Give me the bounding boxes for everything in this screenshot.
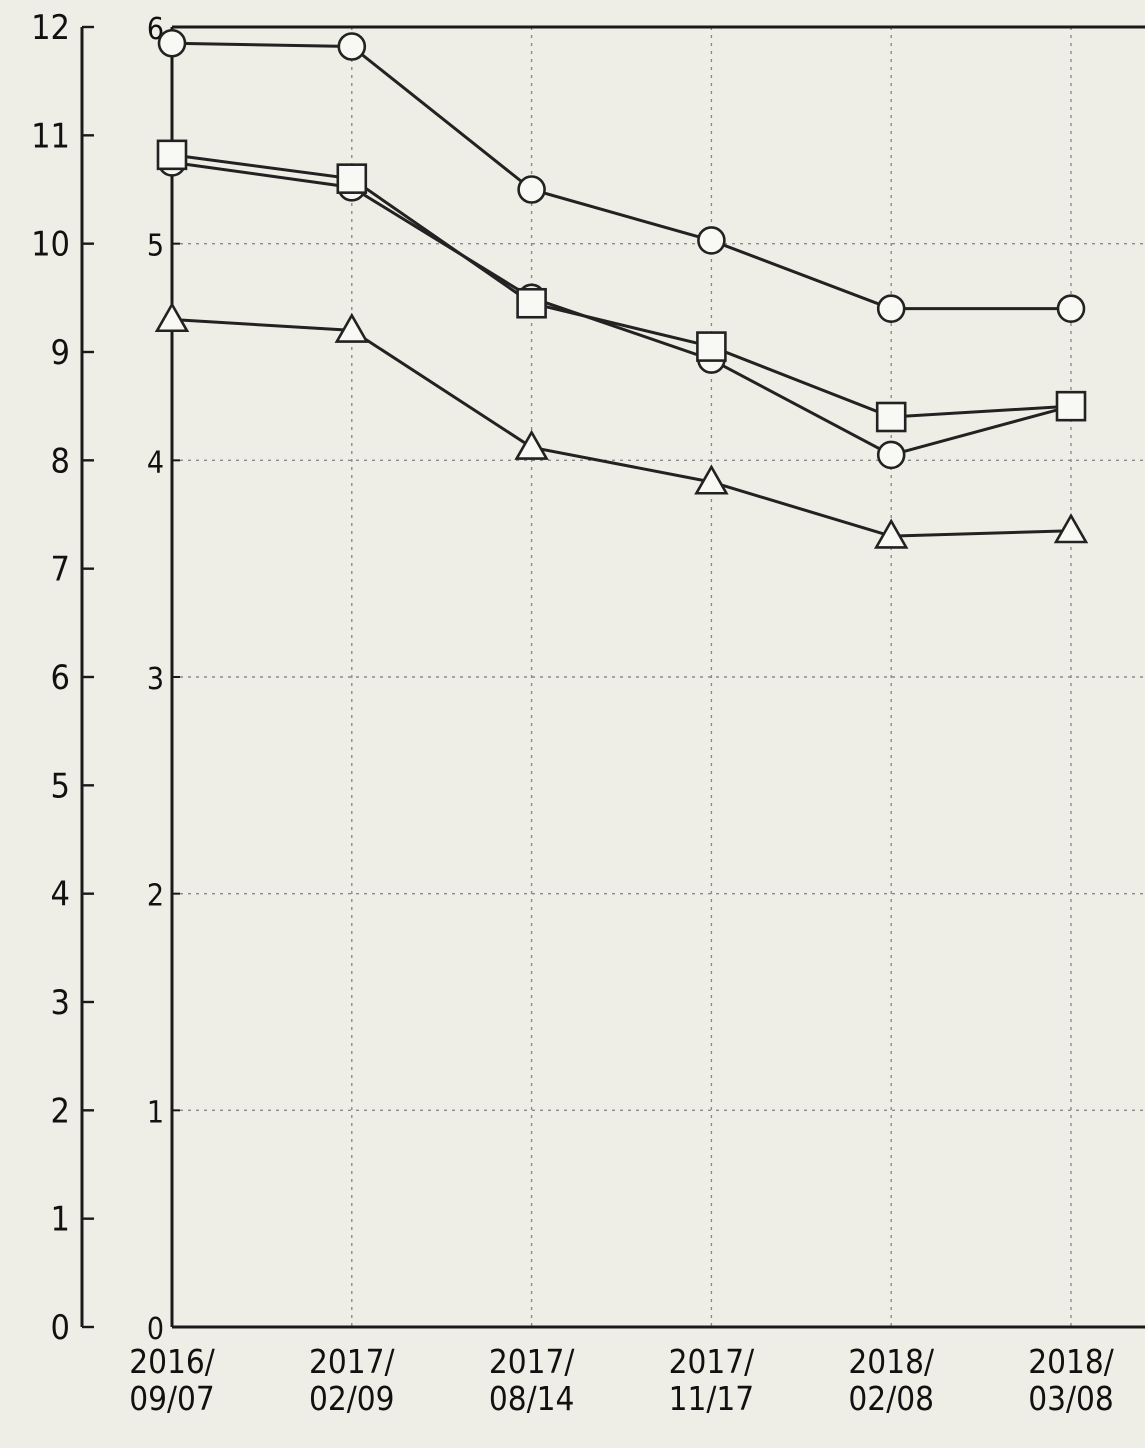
x-tick-label: 2017/ [669,1342,755,1381]
x-tick-label: 2017/ [309,1342,395,1381]
triangle-marker [873,518,909,549]
circle-marker [1056,294,1086,323]
x-axis-ticks: 2016/09/072017/02/092017/08/142017/11/17… [129,1342,1114,1418]
circle-marker [697,226,726,255]
x-tick-label: 09/07 [129,1379,215,1418]
inner-y-tick-label: 0 [147,1312,164,1347]
series-line [171,41,1071,311]
series-4 [154,301,1089,549]
square-marker [1055,390,1087,422]
left-y-tick-label: 9 [51,333,70,373]
left-y-tick-label: 3 [51,983,70,1023]
square-marker [336,163,368,194]
left-y-tick-label: 10 [31,225,70,265]
series-3 [156,139,1087,433]
x-tick-label: 02/08 [848,1379,934,1418]
circle-marker [157,28,187,58]
series-layer [154,28,1089,549]
circle-marker [337,32,367,61]
circle-marker [517,175,546,204]
left-y-tick-label: 1 [51,1200,70,1240]
left-y-tick-label: 5 [51,766,70,806]
x-tick-label: 2017/ [489,1342,575,1381]
left-y-tick-label: 7 [51,550,70,590]
x-tick-label: 2018/ [848,1342,934,1381]
left-y-tick-label: 8 [51,441,70,481]
x-tick-label: 08/14 [489,1379,575,1418]
triangle-marker [334,312,370,343]
x-tick-label: 11/17 [669,1379,755,1418]
left-y-tick-label: 0 [51,1308,70,1348]
inner-y-tick-label: 5 [147,229,164,264]
grid-layer [172,27,1145,1327]
x-tick-label: 2018/ [1028,1342,1114,1381]
triangle-marker [514,429,549,460]
left-y-tick-label: 6 [51,658,70,698]
square-marker [696,331,727,362]
left-y-tick-label: 12 [31,8,70,48]
x-tick-label: 02/09 [309,1379,395,1418]
inner-y-tick-label: 4 [147,445,164,480]
series-line [171,153,1072,419]
left-y-tick-label: 11 [31,116,70,156]
left-y-tick-label: 2 [51,1091,70,1131]
x-tick-label: 2016/ [129,1342,215,1381]
circle-marker [876,294,906,323]
circle-marker [876,440,906,470]
series-1 [157,28,1086,323]
inner-y-tick-label: 3 [147,662,164,697]
square-marker [156,139,188,171]
triangle-marker [694,464,729,495]
x-tick-label: 03/08 [1028,1379,1114,1418]
series-line [171,318,1072,538]
triangle-marker [1053,513,1089,544]
inner-y-tick-label: 1 [147,1095,164,1130]
inner-y-tick-label: 2 [147,879,164,914]
series-line [171,160,1072,457]
left-y-tick-label: 4 [51,875,70,915]
square-marker [875,401,907,433]
triangle-marker [154,301,190,333]
square-marker [516,287,547,319]
